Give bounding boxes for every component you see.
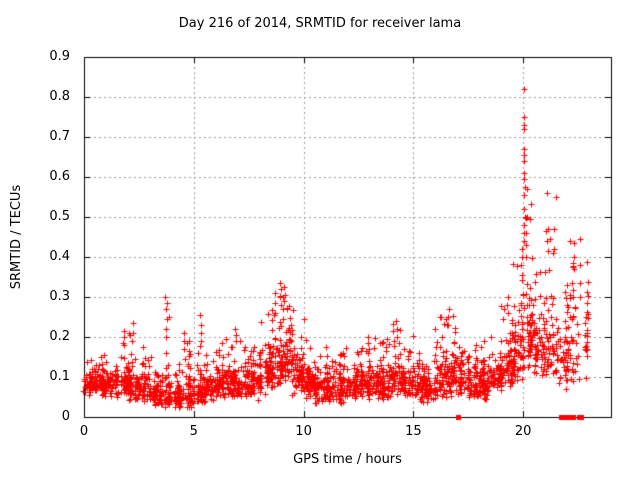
x-tick-label: 0 (79, 424, 89, 439)
x-axis-title: GPS time / hours (293, 452, 402, 467)
y-tick-label: 0.4 (49, 249, 70, 264)
x-tick-label: 10 (295, 424, 312, 439)
y-tick-label: 0.5 (49, 209, 70, 224)
chart-title: Day 216 of 2014, SRMTID for receiver lam… (178, 16, 462, 31)
y-tick-label: 0.3 (49, 289, 70, 304)
x-tick-label: 5 (189, 424, 198, 439)
y-tick-label: 0 (61, 409, 70, 424)
x-tick-label: 15 (405, 424, 422, 439)
y-tick-label: 0.8 (49, 89, 70, 104)
y-tick-label: 0.7 (49, 129, 70, 144)
y-tick-label: 0.1 (49, 369, 70, 384)
y-axis-title: SRMTID / TECUs (9, 184, 24, 290)
y-tick-label: 0.9 (49, 49, 70, 64)
x-tick-label: 20 (514, 424, 532, 439)
y-tick-label: 0.2 (49, 329, 70, 344)
y-tick-label: 0.6 (49, 169, 70, 184)
